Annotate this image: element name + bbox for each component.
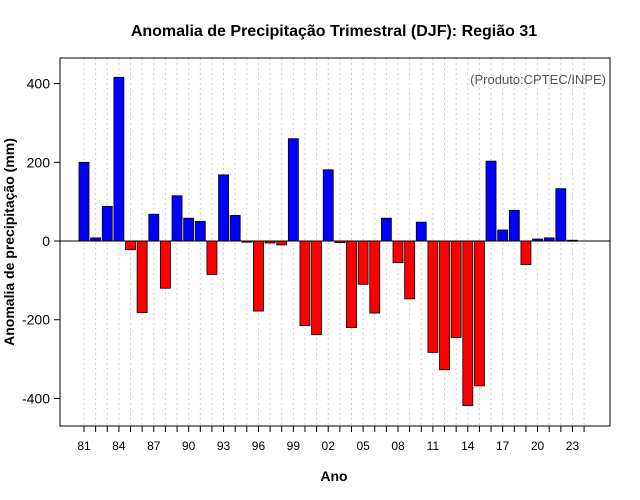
x-tick-label: 96	[252, 439, 266, 453]
bar-1987	[148, 213, 160, 242]
bar-2001	[311, 240, 323, 336]
bar-1992	[206, 240, 218, 275]
y-tick-label: -400	[22, 390, 50, 406]
bar-2007	[380, 217, 392, 242]
bar-2022	[555, 188, 567, 242]
x-axis-title: Ano	[320, 468, 347, 484]
bar-2017	[497, 229, 509, 242]
bar-1991	[194, 220, 206, 242]
bar-1984	[113, 76, 125, 242]
bar-1985	[125, 240, 136, 251]
bar-2011	[427, 240, 439, 353]
bar-1988	[160, 240, 171, 289]
x-tick-label: 84	[112, 439, 126, 453]
bar-2012	[439, 240, 450, 371]
x-tick-label: 93	[217, 439, 231, 453]
bar-1998	[276, 240, 288, 246]
chart-title: Anomalia de Precipitação Trimestral (DJF…	[131, 23, 537, 40]
x-tick-label: 20	[531, 439, 545, 453]
bar-1983	[101, 205, 113, 242]
x-tick-label: 90	[182, 439, 196, 453]
x-tick-label: 08	[391, 439, 405, 453]
bar-1981	[78, 161, 90, 242]
x-tick-label: 14	[461, 439, 475, 453]
bar-2015	[474, 240, 485, 387]
bar-2008	[392, 240, 404, 264]
bar-1990	[183, 217, 195, 242]
bar-2010	[415, 221, 427, 242]
x-tick-label: 02	[322, 439, 336, 453]
bar-2000	[299, 240, 311, 327]
bar-1989	[171, 195, 183, 242]
bar-2018	[508, 209, 520, 242]
x-tick-label: 05	[356, 439, 370, 453]
y-tick-label: 400	[27, 76, 51, 92]
grid-lines	[83, 58, 585, 426]
bar-2006	[369, 240, 381, 314]
x-tick-label: 17	[496, 439, 510, 453]
bar-2002	[322, 169, 334, 242]
bar-2014	[462, 240, 474, 406]
bar-2009	[404, 240, 416, 300]
y-axis: -400 -200 0 200 400	[22, 76, 60, 406]
x-tick-label: 81	[77, 439, 91, 453]
plot-frame	[59, 57, 611, 427]
x-tick-label: 99	[287, 439, 301, 453]
source-annotation: (Produto:CPTEC/INPE)	[470, 72, 606, 87]
x-tick-label: 11	[427, 439, 440, 453]
bar-2004	[346, 240, 357, 329]
bar-1993	[218, 174, 229, 242]
bar-2013	[450, 240, 462, 338]
bar-1986	[136, 240, 148, 314]
bar-1999	[287, 138, 299, 242]
y-tick-label: 200	[27, 154, 51, 170]
y-axis-title: Anomalia de precipitação (mm)	[1, 138, 17, 346]
bar-2005	[357, 240, 369, 285]
y-tick-label: 0	[42, 233, 50, 249]
x-tick-label: 87	[147, 439, 161, 453]
x-axis: 81 84 87 90 93 96 99 02 05 08 11 14 17 20 23	[77, 426, 585, 453]
bar-1996	[253, 240, 264, 312]
x-tick-label: 23	[566, 439, 580, 453]
bar-2019	[520, 240, 532, 266]
y-tick-label: -200	[22, 312, 50, 328]
bar-1994	[229, 215, 241, 242]
bars	[78, 76, 578, 406]
bar-2016	[485, 160, 497, 242]
